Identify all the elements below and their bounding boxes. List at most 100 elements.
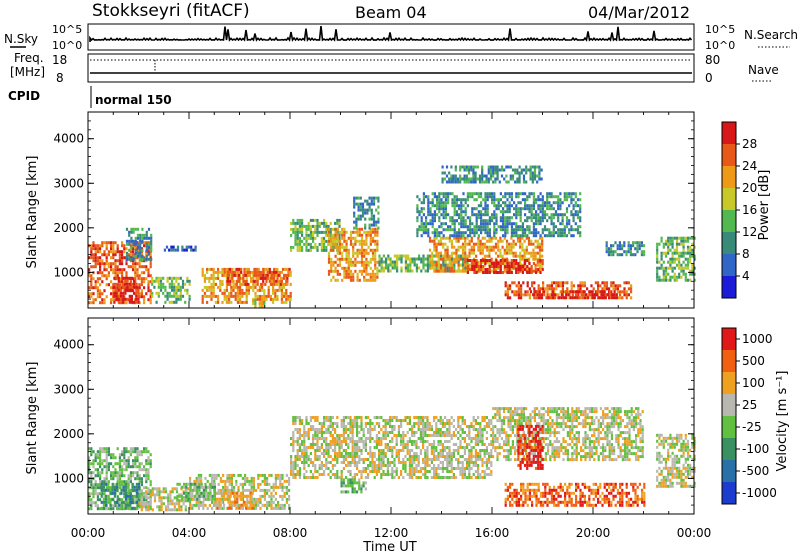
cpid-label: CPID bbox=[8, 89, 40, 103]
velocity-ytick-label-3: 4000 bbox=[53, 338, 84, 352]
cpid-program: normal 150 bbox=[95, 93, 172, 107]
power-ytick-label-2: 3000 bbox=[53, 176, 84, 190]
velocity-cbar-tick-0: 1000 bbox=[742, 332, 773, 346]
noise-left-tick-bottom: 10^0 bbox=[52, 39, 82, 52]
velocity-cbar-tick-7: -1000 bbox=[742, 486, 777, 500]
power-region-9 bbox=[327, 227, 379, 282]
freq-left-tick-bottom: 8 bbox=[56, 71, 64, 85]
power-cbar-swatch-3 bbox=[722, 188, 736, 210]
velocity-cbar-swatch-1 bbox=[722, 350, 736, 372]
velocity-cbar-tick-1: 500 bbox=[742, 354, 765, 368]
velocity-ytick-label-1: 2000 bbox=[53, 427, 84, 441]
power-region-2 bbox=[125, 227, 153, 261]
velocity-colorbar: 1000 500 100 25 -25 -100 -500 -1000 bbox=[721, 327, 777, 505]
velocity-cbar-swatch-7 bbox=[722, 482, 736, 504]
power-cbar-tick-6: 28 bbox=[742, 137, 757, 151]
power-region-18 bbox=[656, 236, 696, 282]
velocity-region-6 bbox=[290, 416, 493, 479]
power-ytick-label-3: 4000 bbox=[53, 132, 84, 146]
power-y-axis: 1000 2000 3000 4000 bbox=[53, 112, 695, 308]
power-colorbar: 4 8 12 16 20 24 28 bbox=[721, 121, 757, 299]
time-tick-label-3: 12:00 bbox=[374, 526, 409, 540]
velocity-cbar-swatch-4 bbox=[722, 416, 736, 438]
time-tick-label-0: 00:00 bbox=[71, 526, 106, 540]
power-cbar-tick-4: 20 bbox=[742, 181, 757, 195]
velocity-cbar-tick-5: -100 bbox=[742, 442, 769, 456]
noise-left-tick-top: 10^5 bbox=[52, 23, 82, 36]
velocity-cbar-tick-6: -500 bbox=[742, 464, 769, 478]
noise-search-label: N.Search bbox=[744, 28, 798, 42]
velocity-data bbox=[88, 407, 696, 512]
time-axis: 00:00 04:00 08:00 12:00 16:00 20:00 00:00 bbox=[71, 526, 712, 540]
velocity-ytick-label-2: 3000 bbox=[53, 382, 84, 396]
power-cbar-swatch-2 bbox=[722, 166, 736, 188]
power-cbar-tick-5: 24 bbox=[742, 159, 757, 173]
power-ylabel: Slant Range [km] bbox=[25, 156, 40, 269]
time-tick-label-2: 08:00 bbox=[273, 526, 308, 540]
power-ytick-label-1: 2000 bbox=[53, 221, 84, 235]
power-cbar-label: Power [dB] bbox=[757, 170, 772, 241]
power-cbar-tick-0: 4 bbox=[742, 269, 750, 283]
power-cbar-swatch-6 bbox=[722, 254, 736, 276]
power-cbar-swatch-7 bbox=[722, 276, 736, 298]
velocity-cbar-tick-4: -25 bbox=[742, 420, 762, 434]
power-cbar-swatch-1 bbox=[722, 144, 736, 166]
velocity-region-11 bbox=[656, 433, 696, 488]
velocity-ytick-label-0: 1000 bbox=[53, 471, 84, 485]
velocity-cbar-label: Velocity [m s⁻¹] bbox=[775, 371, 790, 472]
nave-label: Nave bbox=[748, 63, 779, 77]
velocity-cbar-swatch-3 bbox=[722, 394, 736, 416]
time-tick-label-4: 16:00 bbox=[475, 526, 510, 540]
power-panel: 1000 2000 3000 4000 Slant Range [km] 4 8 12 16… bbox=[25, 111, 772, 309]
power-region-6 bbox=[226, 267, 291, 286]
cpid-panel: CPID normal 150 bbox=[8, 86, 172, 108]
power-region-13 bbox=[466, 259, 544, 274]
freq-label-line1: Freq. bbox=[14, 51, 44, 65]
time-axis-label: Time UT bbox=[362, 540, 416, 554]
power-region-1 bbox=[113, 276, 140, 304]
velocity-cbar-swatch-5 bbox=[722, 438, 736, 460]
power-cbar-tick-3: 16 bbox=[742, 203, 757, 217]
freq-left-tick-top: 18 bbox=[52, 53, 67, 67]
power-cbar-swatch-0 bbox=[722, 122, 736, 144]
noise-right-tick-top: 10^5 bbox=[705, 23, 735, 36]
noise-sky-series bbox=[89, 26, 693, 42]
power-ytick-label-0: 1000 bbox=[53, 265, 84, 279]
time-tick-label-1: 04:00 bbox=[172, 526, 207, 540]
velocity-region-5 bbox=[176, 482, 216, 501]
velocity-y-axis: 1000 2000 3000 4000 bbox=[53, 318, 695, 514]
velocity-cbar-tick-3: 25 bbox=[742, 398, 757, 412]
power-cbar-tick-2: 12 bbox=[742, 225, 757, 239]
velocity-region-4 bbox=[214, 491, 254, 510]
velocity-cbar-swatch-6 bbox=[722, 460, 736, 482]
time-tick-label-6: 00:00 bbox=[677, 526, 712, 540]
noise-sky-label: N.Sky bbox=[4, 32, 38, 46]
velocity-cbar-swatch-0 bbox=[722, 328, 736, 350]
power-region-4 bbox=[163, 245, 197, 252]
power-cbar-tick-1: 8 bbox=[742, 247, 750, 261]
velocity-ylabel: Slant Range [km] bbox=[25, 362, 40, 475]
noise-right-tick-bottom: 10^0 bbox=[705, 39, 735, 52]
velocity-region-10 bbox=[517, 424, 544, 470]
power-region-10 bbox=[353, 196, 380, 230]
power-region-14 bbox=[416, 192, 582, 238]
power-region-17 bbox=[605, 241, 646, 257]
freq-right-tick-top: 80 bbox=[705, 53, 720, 67]
velocity-cbar-swatch-2 bbox=[722, 372, 736, 394]
beam-title: Beam 04 bbox=[355, 3, 427, 22]
velocity-region-1 bbox=[100, 482, 141, 510]
velocity-region-9 bbox=[504, 482, 646, 507]
velocity-cbar-tick-2: 100 bbox=[742, 376, 765, 390]
velocity-panel: 1000 2000 3000 4000 Slant Range [km] 1000 50… bbox=[25, 317, 790, 515]
power-data bbox=[88, 165, 696, 309]
freq-label-line2: [MHz] bbox=[10, 65, 45, 79]
power-cbar-swatch-5 bbox=[722, 232, 736, 254]
velocity-region-7 bbox=[340, 478, 367, 494]
noise-panel: N.Sky 10^5 10^0 10^5 10^0 N.Search bbox=[4, 23, 798, 52]
frequency-panel: Freq. [MHz] 18 8 80 0 Nave bbox=[10, 51, 779, 85]
time-tick-label-5: 20:00 bbox=[576, 526, 611, 540]
power-region-7 bbox=[252, 299, 266, 309]
power-region-3 bbox=[151, 276, 191, 304]
power-region-19 bbox=[441, 165, 543, 184]
